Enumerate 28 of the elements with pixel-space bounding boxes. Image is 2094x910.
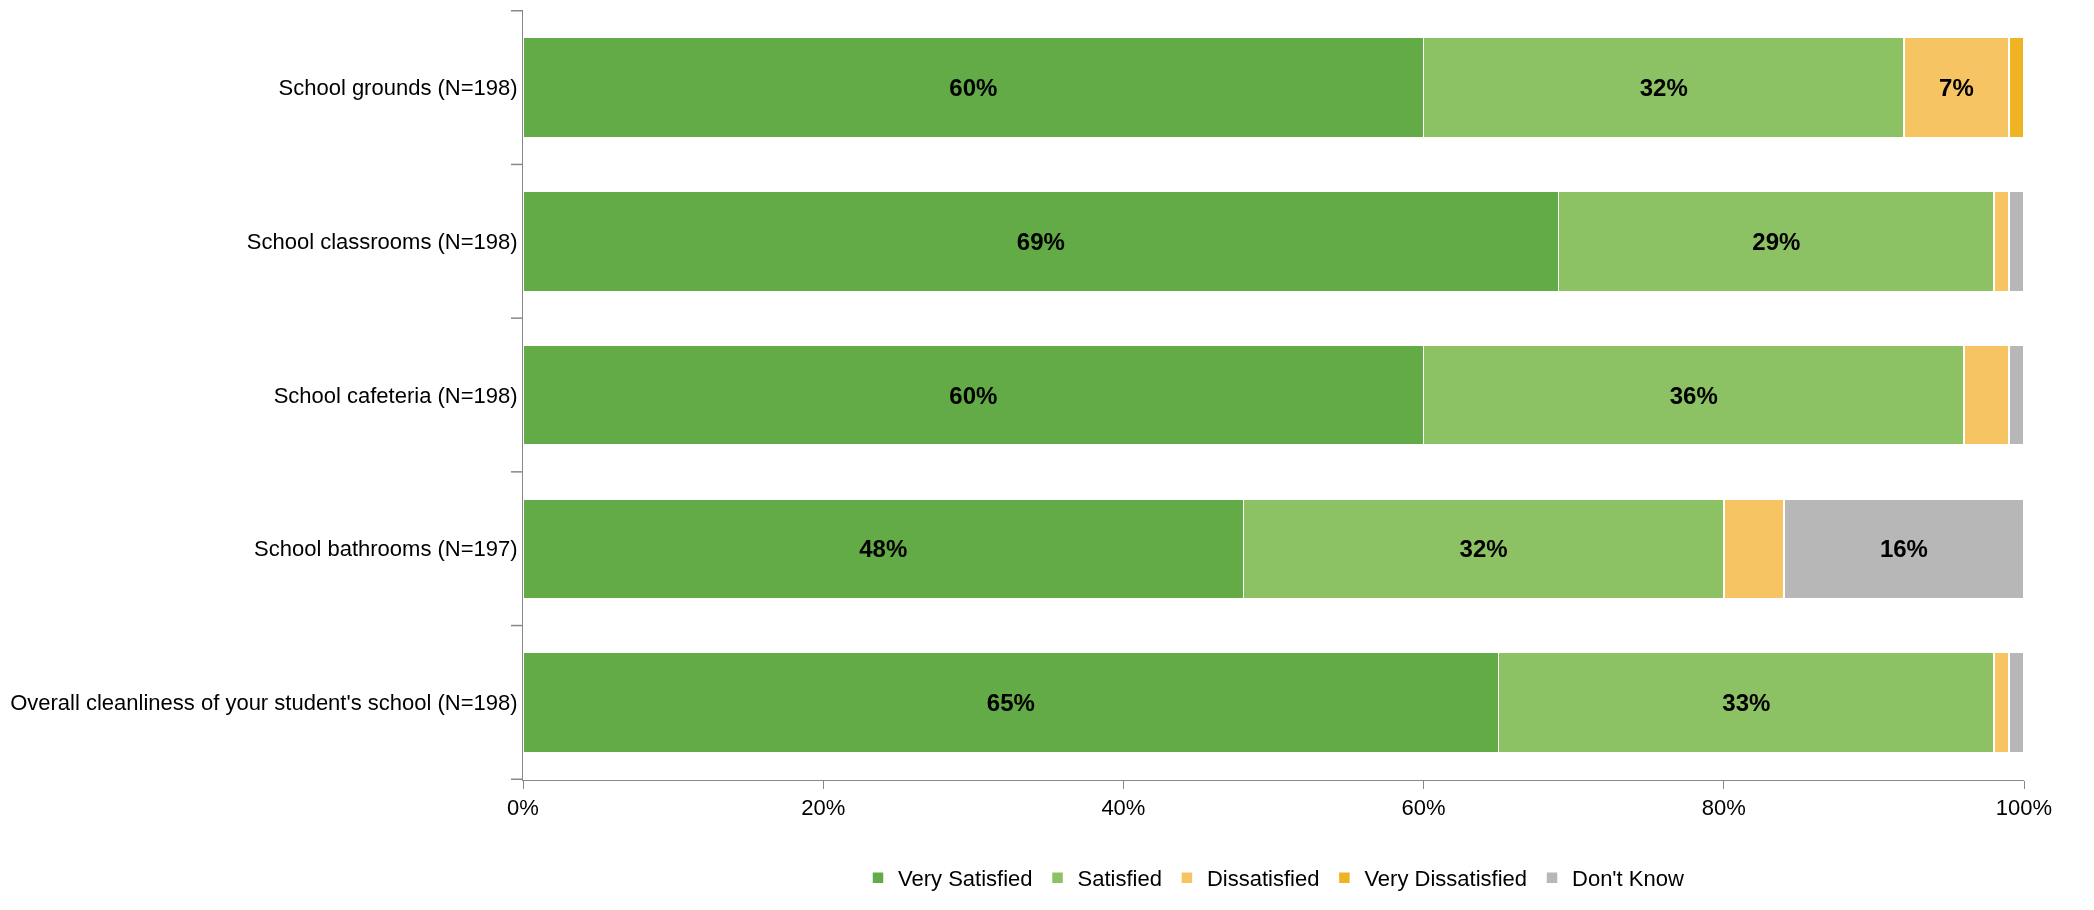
legend-label: Don't Know — [1572, 866, 1684, 892]
y-tick-label: Overall cleanliness of your student's school (N=198) — [10, 690, 518, 716]
x-tick-label: 20% — [801, 795, 846, 821]
data-label: 7% — [1939, 74, 1974, 102]
legend-label: Satisfied — [1077, 866, 1162, 892]
x-tick-label: 100% — [1995, 795, 2053, 821]
data-label: 69% — [1016, 227, 1065, 255]
data-label: 48% — [859, 535, 908, 563]
x-tick-label: 40% — [1101, 795, 1146, 821]
data-label: 32% — [1639, 74, 1688, 102]
legend-label: Dissatisfied — [1206, 866, 1320, 892]
data-label: 65% — [986, 688, 1035, 716]
x-tick-label: 80% — [1701, 795, 1746, 821]
data-label: 60% — [949, 74, 998, 102]
y-tick-label: School classrooms (N=198) — [246, 229, 518, 254]
y-tick-label: School cafeteria (N=198) — [273, 382, 518, 408]
data-label: 60% — [949, 381, 998, 409]
legend-label: Very Satisfied — [898, 866, 1033, 892]
data-label: 16% — [1879, 535, 1928, 563]
data-label: 32% — [1459, 535, 1508, 563]
data-label: 29% — [1752, 227, 1801, 255]
x-tick-label: 0% — [507, 795, 539, 821]
y-tick-label: School grounds (N=198) — [278, 75, 518, 101]
y-tick-label: School bathrooms (N=197) — [254, 536, 518, 562]
x-tick-label: 60% — [1401, 795, 1446, 821]
data-label: 36% — [1669, 381, 1718, 409]
legend-label: Very Dissatisfied — [1364, 866, 1528, 892]
data-label: 33% — [1722, 688, 1771, 716]
